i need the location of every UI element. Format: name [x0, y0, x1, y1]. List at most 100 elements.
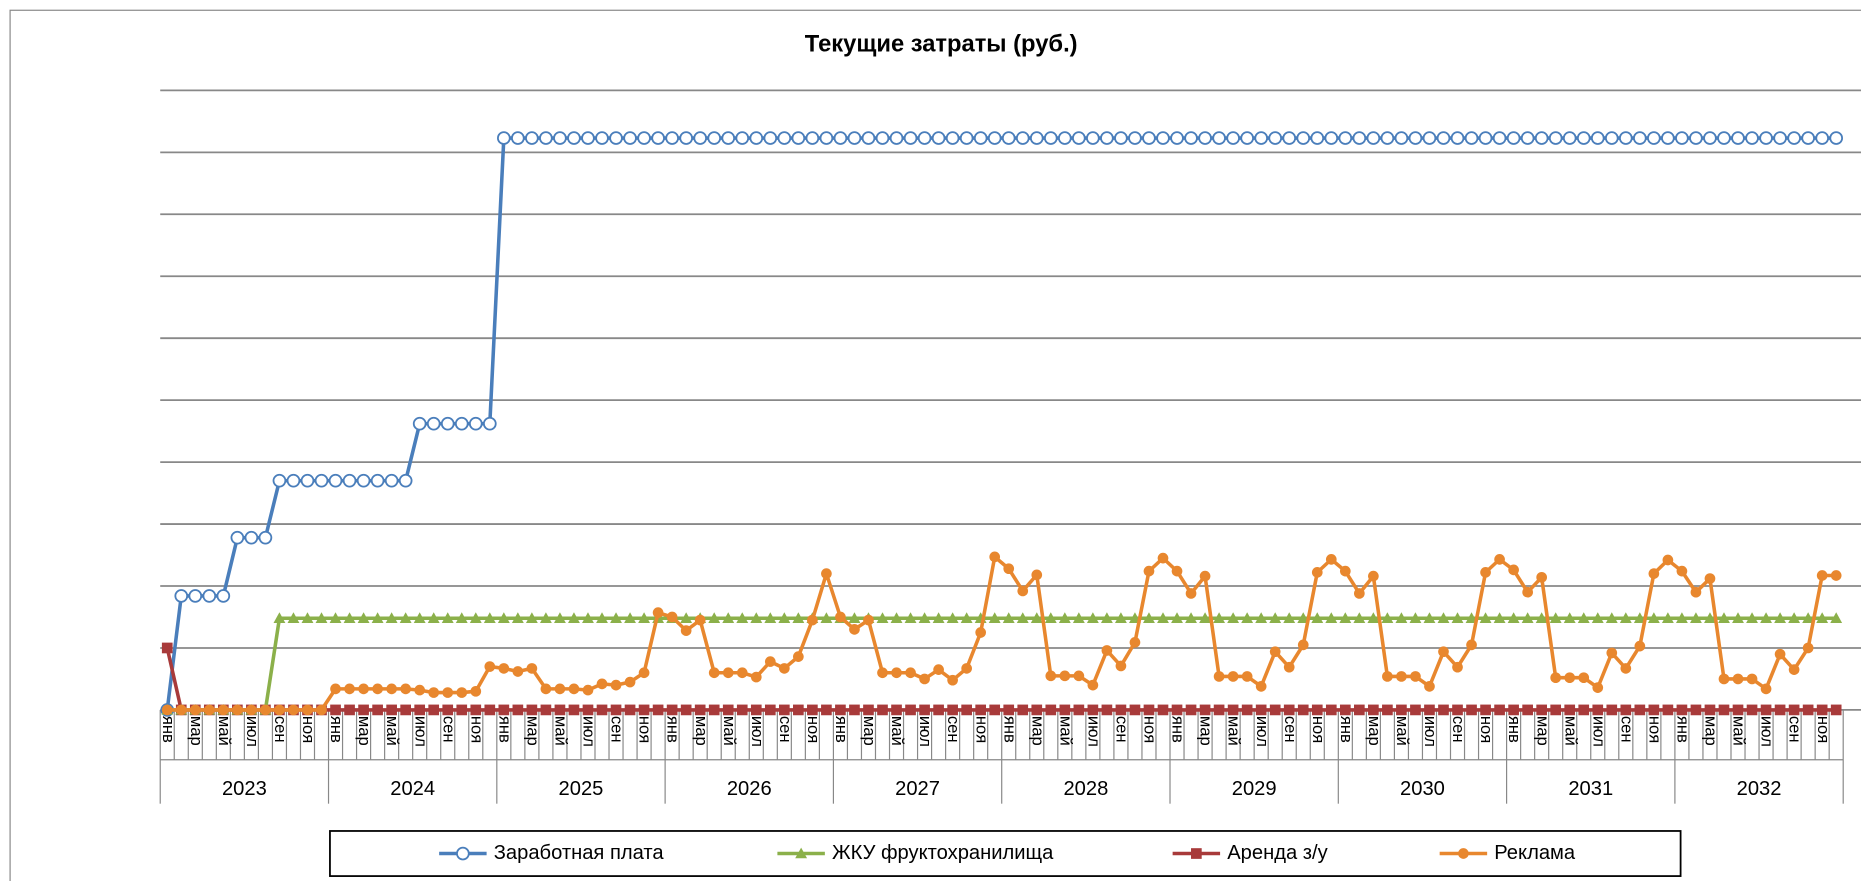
series-marker: [1732, 673, 1744, 685]
x-tick-label: ноя: [1141, 716, 1160, 743]
series-marker: [358, 704, 369, 716]
series-marker: [1395, 612, 1408, 623]
series-marker: [1690, 704, 1702, 716]
series-marker: [749, 131, 764, 145]
series-marker: [1184, 131, 1198, 145]
series-marker: [1198, 131, 1212, 145]
series-marker: [1255, 704, 1267, 716]
series-marker: [736, 667, 748, 679]
series-marker: [947, 674, 958, 686]
series-marker: [596, 704, 608, 716]
legend-swatch-marker: [1191, 848, 1202, 859]
series-marker: [1508, 704, 1519, 716]
series-marker: [1494, 554, 1505, 565]
series-marker: [400, 704, 412, 716]
series-marker: [483, 612, 496, 623]
series-marker: [1676, 565, 1688, 577]
series-marker: [876, 612, 889, 623]
series-marker: [652, 607, 664, 618]
series-marker: [1704, 704, 1716, 716]
series-marker: [581, 131, 595, 145]
x-tick-label: сен: [944, 716, 963, 743]
series-marker: [1213, 612, 1226, 623]
series-marker: [904, 612, 917, 623]
series-marker: [1101, 645, 1113, 656]
series-marker: [918, 612, 931, 623]
series-marker: [680, 704, 692, 716]
series-marker: [595, 131, 609, 145]
series-marker: [807, 704, 818, 716]
series-marker: [244, 530, 259, 545]
series-marker: [975, 627, 987, 638]
x-tick-label: янв: [832, 716, 851, 743]
series-marker: [1788, 612, 1801, 623]
series-marker: [933, 664, 944, 675]
series-marker: [1213, 704, 1225, 716]
series-marker: [1381, 612, 1394, 623]
series-marker: [188, 589, 203, 603]
series-marker: [1143, 612, 1155, 623]
series-marker: [1002, 612, 1015, 623]
series-marker: [356, 473, 371, 488]
series-marker: [469, 612, 482, 623]
series-marker: [1368, 570, 1379, 582]
series-marker: [372, 683, 383, 695]
series-marker: [1746, 704, 1758, 716]
series-marker: [1816, 612, 1829, 623]
series-marker: [1564, 672, 1576, 684]
series-marker: [847, 131, 862, 145]
series-marker: [1001, 131, 1016, 145]
series-marker: [412, 416, 427, 431]
series-marker: [1450, 131, 1465, 145]
series-marker: [1590, 131, 1605, 145]
series-marker: [1396, 704, 1407, 716]
series-marker: [1452, 704, 1463, 716]
x-tick-label: янв: [1169, 716, 1188, 743]
series-marker: [484, 704, 496, 716]
series-marker: [933, 704, 944, 716]
series-marker: [1550, 672, 1562, 684]
x-tick-label: июл: [1421, 716, 1440, 747]
series-marker: [833, 131, 848, 145]
series-marker: [1634, 640, 1646, 652]
series-marker: [1506, 131, 1521, 145]
series-marker: [805, 131, 820, 145]
series-marker: [652, 704, 664, 716]
series-marker: [1114, 612, 1127, 623]
series-marker: [287, 612, 300, 623]
x-tick-label: май: [1561, 716, 1580, 746]
series-marker: [553, 131, 567, 145]
series-marker: [456, 687, 468, 698]
series-marker: [1408, 131, 1423, 145]
series-marker: [1142, 131, 1156, 145]
x-tick-label: мар: [1197, 716, 1216, 746]
series-marker: [1802, 612, 1815, 623]
series-marker: [497, 612, 510, 623]
series-marker: [1087, 704, 1099, 716]
series-marker: [1718, 673, 1730, 685]
series-marker: [1045, 704, 1057, 716]
series-marker: [1269, 612, 1282, 623]
series-marker: [1564, 704, 1576, 716]
series-marker: [1282, 131, 1297, 145]
series-marker: [1227, 612, 1240, 623]
series-marker: [1620, 704, 1632, 716]
series-marker: [1171, 612, 1183, 623]
series-marker: [1648, 568, 1660, 579]
series-marker: [1213, 671, 1225, 682]
series-marker: [1297, 639, 1309, 651]
x-tick-label: сен: [1617, 716, 1636, 743]
series-marker: [1647, 612, 1660, 623]
series-marker: [272, 473, 287, 488]
series-marker: [1520, 131, 1535, 145]
series-marker: [1816, 704, 1828, 716]
series-marker: [1802, 642, 1814, 654]
series-marker: [1437, 612, 1450, 623]
series-marker: [1366, 131, 1381, 145]
series-marker: [1059, 670, 1071, 682]
series-marker: [273, 612, 286, 623]
series-marker: [554, 704, 566, 716]
series-marker: [1073, 670, 1085, 682]
series-marker: [638, 612, 651, 623]
series-marker: [736, 704, 748, 716]
